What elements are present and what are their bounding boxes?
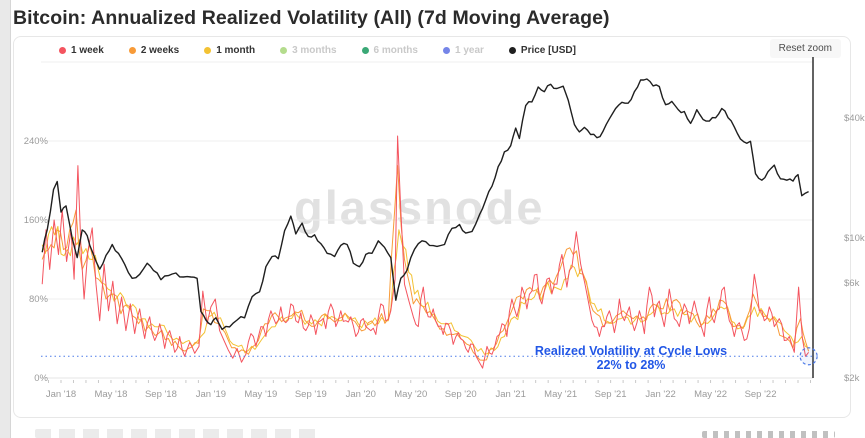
page-left-gutter	[0, 0, 11, 438]
y-right-axis-label: $6k	[844, 277, 860, 289]
legend-marker-icon	[128, 46, 136, 54]
series-line-price-usd	[41, 78, 809, 331]
series-line-1-week	[41, 135, 809, 369]
x-axis-label: Sep '18	[144, 389, 177, 400]
legend-marker-icon	[508, 46, 516, 54]
legend-label: Price [USD]	[520, 44, 576, 56]
x-axis-label: Sep '19	[294, 389, 327, 400]
y-right-axis-label: $10k	[844, 233, 865, 245]
y-left-axis-label: 0%	[34, 373, 48, 384]
legend-label: 1 year	[454, 44, 484, 56]
x-axis-label: May '19	[244, 389, 278, 400]
cutoff-footer-text-left	[35, 429, 320, 438]
chart-legend: 1 week 2 weeks 1 month 3 months 6 months 1 ye…	[59, 42, 576, 58]
legend-marker-icon	[361, 46, 369, 54]
glassnode-watermark: glassnode	[294, 181, 545, 234]
x-axis-label: Jan '21	[495, 389, 526, 400]
x-axis-label: Sep '20	[444, 389, 477, 400]
legend-label: 1 week	[71, 44, 104, 56]
endpoint-highlight-circle	[799, 347, 818, 366]
legend-marker-icon	[59, 46, 66, 54]
legend-item-1-month[interactable]: 1 month	[204, 45, 255, 56]
cutoff-footer-text-right	[702, 431, 835, 438]
legend-marker-icon	[280, 46, 288, 54]
legend-item-price-usd[interactable]: Price [USD]	[508, 44, 576, 56]
x-axis-label: Jan '18	[45, 389, 77, 400]
legend-label: 2 weeks	[140, 44, 180, 56]
legend-item-2-weeks[interactable]: 2 weeks	[128, 44, 180, 56]
legend-item-3-months[interactable]: 3 months	[280, 44, 337, 56]
y-left-axis-label: 240%	[23, 135, 48, 147]
chart-plot-area[interactable]	[14, 37, 852, 417]
y-right-axis-label: $2k	[844, 373, 860, 384]
x-axis-label: May '20	[394, 389, 428, 400]
x-axis-label: May '22	[694, 389, 728, 400]
reset-zoom-button[interactable]: Reset zoom	[769, 39, 841, 58]
legend-item-1-week[interactable]: 1 week	[59, 45, 104, 56]
legend-label: 6 months	[373, 44, 418, 56]
legend-marker-icon	[204, 46, 212, 54]
x-axis-label: May '21	[544, 389, 578, 400]
x-axis-label: Sep '22	[744, 389, 777, 400]
series-line-2-weeks	[41, 165, 810, 361]
series-line-1-month	[41, 225, 809, 355]
y-right-axis-label: $40k	[844, 112, 865, 124]
y-left-axis-label: 80%	[28, 293, 48, 305]
x-axis-label: Sep '21	[594, 389, 627, 400]
x-axis-label: May '18	[94, 389, 128, 400]
legend-item-6-months[interactable]: 6 months	[361, 44, 418, 56]
chart-card: 1 week 2 weeks 1 month 3 months 6 months 1 ye…	[13, 36, 865, 418]
legend-item-1-year[interactable]: 1 year	[442, 44, 484, 56]
legend-marker-icon	[442, 46, 450, 54]
x-axis-label: Jan '20	[345, 389, 376, 400]
page-title: Bitcoin: Annualized Realized Volatility …	[13, 7, 610, 30]
x-axis-label: Jan '19	[195, 389, 227, 400]
x-axis-label: Jan '22	[645, 389, 676, 400]
y-left-axis-label: 160%	[23, 214, 48, 226]
legend-label: 3 months	[292, 44, 337, 56]
legend-label: 1 month	[216, 44, 256, 56]
